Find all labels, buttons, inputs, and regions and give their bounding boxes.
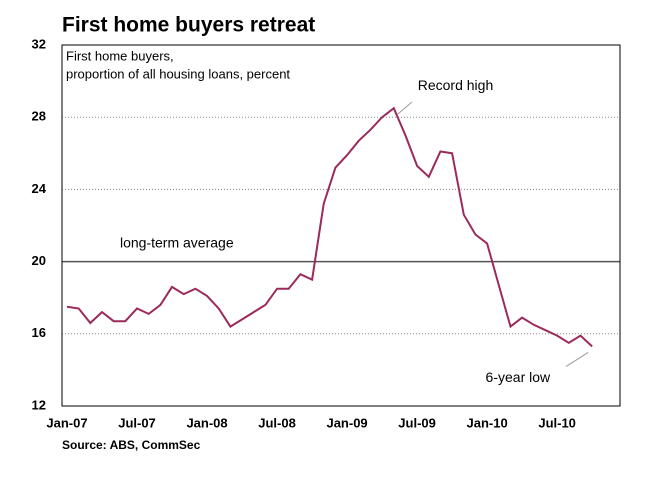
x-tick-label: Jul-10 (538, 415, 576, 430)
reference-label: long-term average (120, 234, 234, 250)
y-tick-label: 28 (32, 109, 46, 124)
plot-frame (61, 44, 621, 407)
y-tick-label: 24 (32, 181, 47, 196)
annotation-leader (565, 352, 589, 367)
annotation-leader (397, 101, 413, 115)
data-line (66, 106, 593, 348)
x-tick-label: Jan-08 (186, 415, 227, 430)
subtitle: proportion of all housing loans, percent (66, 66, 290, 81)
y-tick-label: 20 (32, 253, 46, 268)
y-tick-label: 16 (32, 325, 46, 340)
annotation: Record high (418, 77, 494, 93)
y-tick-label: 12 (32, 397, 46, 412)
subtitle: First home buyers, (66, 48, 174, 63)
annotation: 6-year low (486, 369, 551, 385)
x-tick-label: Jul-08 (258, 415, 296, 430)
x-tick-label: Jul-09 (398, 415, 436, 430)
x-tick-label: Jan-09 (326, 415, 367, 430)
x-tick-label: Jan-10 (467, 415, 508, 430)
y-tick-label: 32 (32, 36, 46, 51)
x-tick-label: Jul-07 (118, 415, 156, 430)
x-tick-label: Jan-07 (46, 415, 87, 430)
source: Source: ABS, CommSec (62, 438, 201, 452)
chart-title: First home buyers retreat (62, 14, 315, 37)
